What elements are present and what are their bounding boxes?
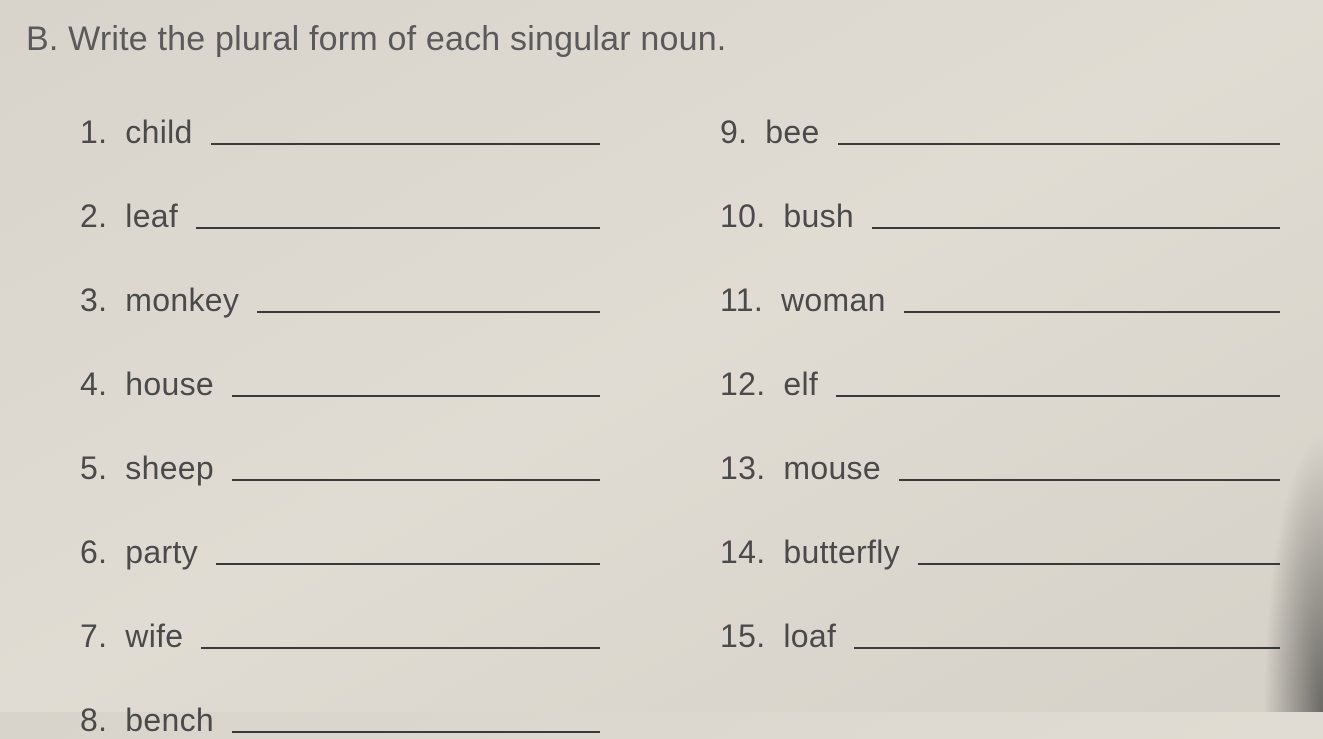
- list-item: 14. butterfly: [720, 527, 1280, 571]
- item-number: 5.: [80, 450, 125, 487]
- item-word: mouse: [783, 450, 899, 487]
- list-item: 11. woman: [720, 275, 1280, 319]
- answer-blank[interactable]: [232, 731, 600, 733]
- list-item: 15. loaf: [720, 611, 1280, 655]
- answer-blank[interactable]: [201, 647, 600, 649]
- item-number: 14.: [720, 534, 783, 571]
- item-word: child: [125, 114, 210, 151]
- item-word: bush: [783, 198, 872, 235]
- item-number: 8.: [80, 702, 125, 739]
- list-item: 13. mouse: [720, 443, 1280, 487]
- item-number: 2.: [80, 198, 125, 235]
- answer-blank[interactable]: [196, 227, 600, 229]
- item-word: woman: [781, 282, 904, 319]
- item-number: 1.: [80, 114, 125, 151]
- item-word: leaf: [125, 198, 196, 235]
- item-number: 7.: [80, 618, 125, 655]
- list-item: 8. bench: [80, 695, 600, 739]
- item-number: 4.: [80, 366, 125, 403]
- answer-blank[interactable]: [904, 311, 1280, 313]
- answer-blank[interactable]: [899, 479, 1280, 481]
- list-item: 6. party: [80, 527, 600, 571]
- item-word: loaf: [783, 618, 854, 655]
- instruction-text: B. Write the plural form of each singula…: [26, 20, 1293, 59]
- item-word: elf: [783, 366, 836, 403]
- answer-blank[interactable]: [838, 143, 1280, 145]
- item-number: 13.: [720, 450, 783, 487]
- answer-blank[interactable]: [918, 563, 1280, 565]
- item-number: 6.: [80, 534, 125, 571]
- list-item: 7. wife: [80, 611, 600, 655]
- item-number: 10.: [720, 198, 783, 235]
- item-word: monkey: [125, 282, 257, 319]
- list-item: 5. sheep: [80, 443, 600, 487]
- list-item: 4. house: [80, 359, 600, 403]
- list-item: 2. leaf: [80, 191, 600, 235]
- left-column: 1. child 2. leaf 3. monkey 4. house 5.: [80, 107, 600, 739]
- list-item: 10. bush: [720, 191, 1280, 235]
- worksheet-page: B. Write the plural form of each singula…: [20, 20, 1293, 692]
- item-word: bee: [765, 114, 837, 151]
- answer-blank[interactable]: [257, 311, 600, 313]
- item-number: 15.: [720, 618, 783, 655]
- answer-blank[interactable]: [872, 227, 1280, 229]
- item-word: wife: [125, 618, 201, 655]
- answer-blank[interactable]: [211, 143, 600, 145]
- answer-blank[interactable]: [216, 563, 600, 565]
- item-number: 12.: [720, 366, 783, 403]
- list-item: 12. elf: [720, 359, 1280, 403]
- item-word: butterfly: [783, 534, 918, 571]
- right-column: 9. bee 10. bush 11. woman 12. elf 13.: [720, 107, 1280, 739]
- exercise-columns: 1. child 2. leaf 3. monkey 4. house 5.: [80, 107, 1293, 739]
- item-number: 9.: [720, 114, 765, 151]
- item-word: sheep: [125, 450, 232, 487]
- answer-blank[interactable]: [232, 395, 600, 397]
- answer-blank[interactable]: [836, 395, 1280, 397]
- item-number: 3.: [80, 282, 125, 319]
- list-item: 3. monkey: [80, 275, 600, 319]
- list-item: 9. bee: [720, 107, 1280, 151]
- list-item: 1. child: [80, 107, 600, 151]
- answer-blank[interactable]: [854, 647, 1280, 649]
- item-word: party: [125, 534, 216, 571]
- item-word: bench: [125, 702, 232, 739]
- item-word: house: [125, 366, 232, 403]
- answer-blank[interactable]: [232, 479, 600, 481]
- item-number: 11.: [720, 282, 781, 319]
